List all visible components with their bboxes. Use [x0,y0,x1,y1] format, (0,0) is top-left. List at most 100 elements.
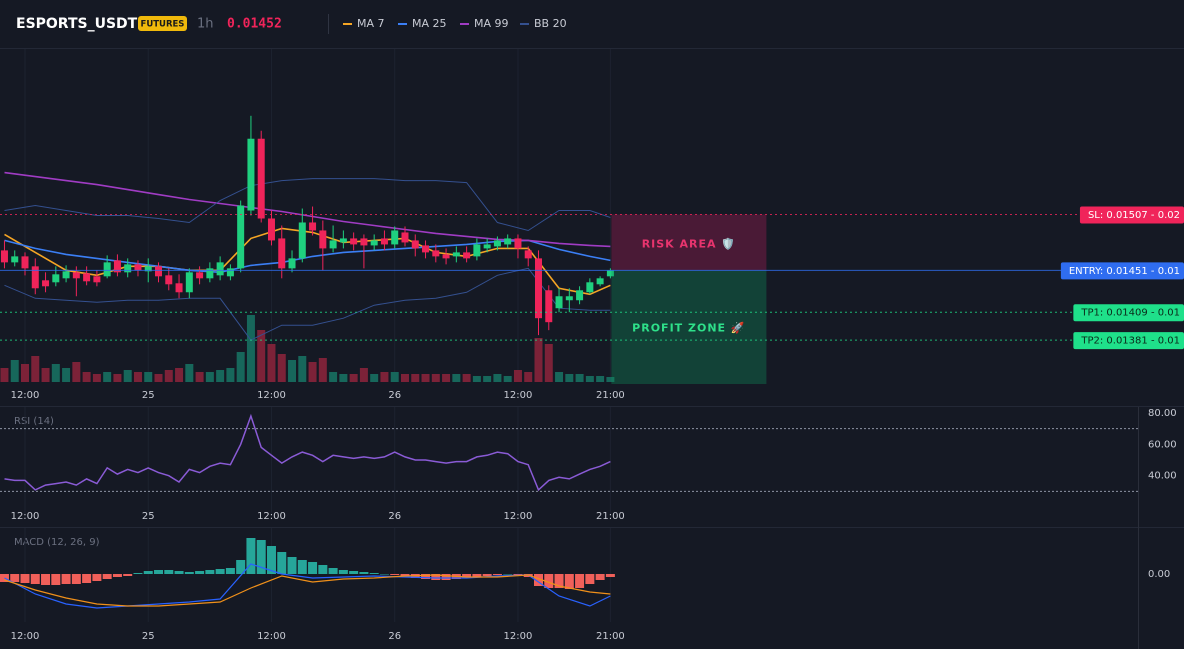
candle-body [493,240,501,247]
macd-bar [41,574,51,585]
candle-body [103,262,111,277]
macd-bar [20,574,30,583]
macd-bar [503,574,513,575]
macd-bar [564,574,574,589]
candle-body [226,268,234,277]
candle-body [309,222,317,231]
candle-body [545,290,553,323]
candle-body [165,275,173,285]
volume-bar [10,360,19,382]
candle-body [483,244,491,249]
x-tick-label: 12:00 [11,390,40,401]
macd-bar [246,538,256,574]
macd-bar [431,574,441,580]
x-tick-label: 25 [142,511,155,522]
candle-body [62,271,70,279]
macd-bar [215,569,225,574]
volume-bar [277,354,286,382]
legend-label: MA 7 [357,17,385,30]
x-tick-label: 12:00 [257,511,286,522]
volume-bar [349,374,358,382]
volume-bar [62,368,71,382]
panel-title: MACD (12, 26, 9) [14,537,100,548]
volume-bar [288,360,297,382]
level-label-bg [1060,262,1184,280]
macd-bar [143,571,153,574]
candle-body [442,254,450,259]
volume-bar [113,374,122,382]
x-tick-label: 12:00 [504,390,533,401]
last-price: 0.01452 [227,17,282,32]
volume-bar [298,356,307,382]
volume-bar [246,315,255,382]
zone [611,214,767,271]
volume-bar [483,376,492,382]
candle-body [586,282,594,293]
candle-body [565,296,573,301]
candle-body [196,272,204,279]
candle-body [514,238,522,249]
candle-body [206,268,214,279]
volume-bar [544,344,553,382]
candle-body [134,264,142,271]
candle-body [93,276,101,283]
volume-bar [513,370,522,382]
volume-bar [555,372,564,382]
macd-bar [441,574,451,580]
zone-label: RISK AREA 🛡️ [642,238,736,251]
volume-bar [236,352,245,382]
volume-bar [606,377,615,382]
candle-body [237,205,245,269]
zone-label: PROFIT ZONE 🚀 [632,321,745,334]
macd-bar [236,560,246,574]
volume-bar [123,370,132,382]
macd-bar [349,571,359,574]
volume-bar [164,370,173,382]
volume-bar [462,374,471,382]
volume-bar [534,338,543,382]
macd-bar [133,573,143,574]
volume-bar [92,374,101,382]
x-tick-label: 12:00 [11,631,40,642]
macd-bar [174,571,184,574]
macd-bar [10,574,20,582]
macd-bar [421,574,431,579]
volume-bar [267,344,276,382]
level-label: ENTRY: 0.01451 - 0.01 [1069,266,1180,277]
candle-body [185,272,193,293]
x-tick-label: 21:00 [596,390,625,401]
macd-bar [277,552,287,574]
volume-bar [185,364,194,382]
volume-bar [400,374,409,382]
macd-bar [61,574,71,584]
volume-bar [380,372,389,382]
volume-bar [472,376,481,382]
y-tick-label: 40.00 [1148,471,1177,482]
candle-body [596,278,604,285]
volume-bar [421,374,430,382]
badge: FUTURES [141,20,185,30]
volume-bar [226,368,235,382]
rsi-line [4,413,611,492]
level-label-bg [1073,304,1184,322]
volume-bar [565,374,574,382]
macd-bar [359,572,369,574]
macd-bar [328,568,338,574]
x-tick-label: 12:00 [504,511,533,522]
macd-bar [164,570,174,574]
macd-bar [575,574,585,588]
candle-body [339,238,347,243]
volume-bar [390,372,399,382]
macd-bar [92,574,102,581]
volume-bar [205,372,214,382]
macd-bar [123,574,133,576]
volume-bar [0,368,9,382]
volume-bar [154,374,163,382]
macd-bar [154,570,164,574]
candle-body [360,238,368,246]
volume-bar [144,372,153,382]
candle-body [288,258,296,269]
candle-body [267,218,275,241]
volume-bar [585,376,594,382]
